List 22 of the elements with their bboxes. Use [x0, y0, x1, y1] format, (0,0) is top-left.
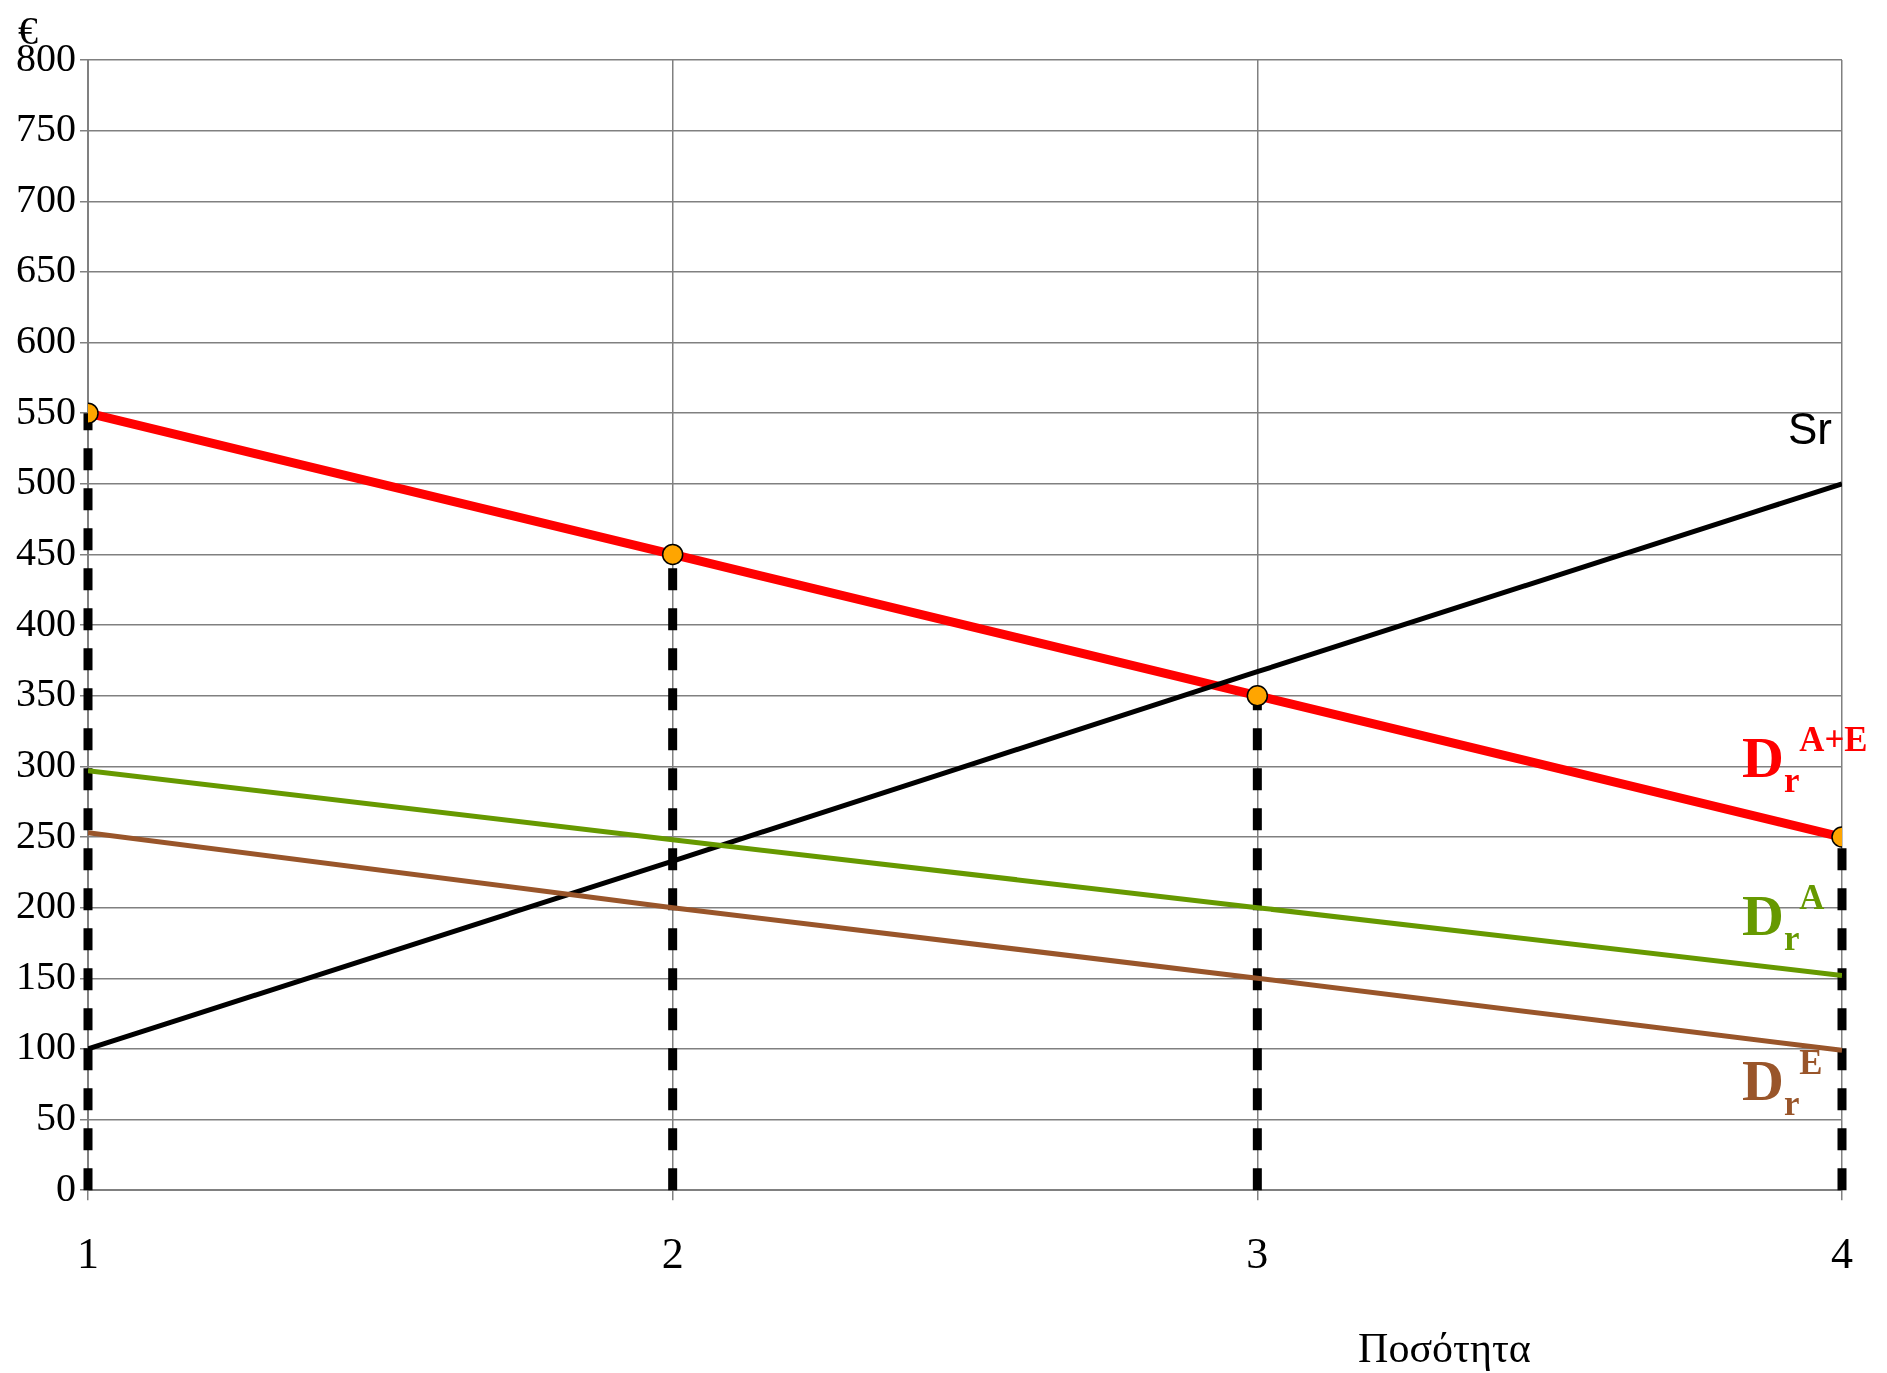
- y-tick-label: 600: [16, 317, 76, 363]
- y-tick-label: 400: [16, 599, 76, 645]
- y-tick-label: 500: [16, 458, 76, 504]
- y-tick-label: 550: [16, 387, 76, 433]
- y-tick-label: 750: [16, 105, 76, 151]
- series-label: Sr: [1788, 403, 1832, 453]
- y-tick-label: 700: [16, 175, 76, 221]
- y-tick-label: 350: [16, 670, 76, 716]
- y-tick-label: 650: [16, 246, 76, 292]
- x-tick-label: 3: [1246, 1229, 1269, 1279]
- y-tick-label: 250: [16, 811, 76, 857]
- y-tick-label: 50: [36, 1094, 76, 1140]
- y-tick-label: 100: [16, 1023, 76, 1069]
- y-tick-label: 300: [16, 740, 76, 786]
- y-tick-label: 200: [16, 882, 76, 928]
- x-tick-label: 2: [661, 1229, 684, 1279]
- y-tick-label: 450: [16, 528, 76, 574]
- x-axis-title: Ποσότητα: [1358, 1325, 1531, 1371]
- y-tick-label: 0: [56, 1164, 76, 1210]
- x-tick-label: 1: [77, 1229, 99, 1279]
- x-tick-label: 4: [1831, 1229, 1853, 1279]
- y-tick-label: 150: [16, 952, 76, 998]
